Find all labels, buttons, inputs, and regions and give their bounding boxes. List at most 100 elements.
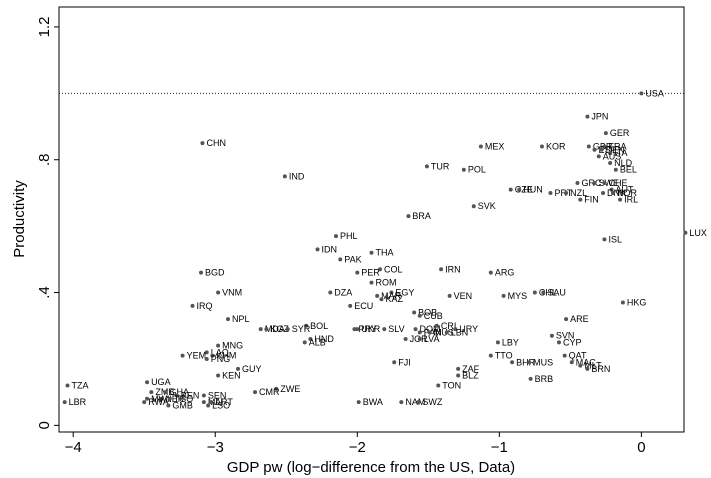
data-point (348, 303, 353, 308)
point-label: DZA (334, 288, 352, 298)
data-point (471, 204, 476, 209)
point-label: QAT (569, 351, 587, 361)
x-axis: −4 −3 −2 −1 0 (65, 432, 646, 456)
point-label: MUS (434, 327, 454, 337)
data-point (167, 396, 172, 401)
data-point (264, 327, 269, 332)
data-point (683, 230, 688, 235)
data-point (369, 280, 374, 285)
point-label: LSO (212, 400, 230, 410)
point-label: LBN (451, 327, 469, 337)
data-point (639, 91, 644, 96)
x-axis-title: GDP pw (log−difference from the US, Data… (227, 459, 515, 476)
data-point (444, 330, 449, 335)
data-point (201, 400, 206, 405)
point-label: CZE (515, 185, 533, 195)
point-label: CMR (259, 387, 280, 397)
data-point (427, 330, 432, 335)
data-point (416, 400, 421, 405)
data-point (586, 144, 591, 149)
data-point (413, 327, 418, 332)
point-label: YEM (187, 351, 207, 361)
point-label: SWE (599, 178, 620, 188)
point-label: MUS (533, 357, 553, 367)
data-point (199, 270, 204, 275)
point-label: BGD (205, 268, 225, 278)
point-label: BEL (620, 165, 637, 175)
point-label: SVK (478, 201, 496, 211)
point-label: THA (376, 248, 394, 258)
data-point (399, 400, 404, 405)
point-label: NPL (232, 314, 250, 324)
data-point (539, 144, 544, 149)
data-point (142, 400, 147, 405)
data-point (226, 317, 231, 322)
data-point (608, 161, 613, 166)
point-label: UKR (361, 324, 381, 334)
data-point (620, 300, 625, 305)
point-label: GER (610, 128, 630, 138)
x-tick-label: −2 (349, 439, 366, 456)
data-point (549, 333, 554, 338)
data-point (216, 343, 221, 348)
data-point (174, 393, 179, 398)
point-label: ROM (376, 278, 397, 288)
point-label: DEN (606, 145, 625, 155)
data-point (406, 214, 411, 219)
data-point (389, 290, 394, 295)
point-label: TZA (72, 381, 89, 391)
data-point (564, 190, 569, 195)
point-label: SLV (388, 324, 404, 334)
point-label: LBY (502, 337, 519, 347)
data-point (456, 373, 461, 378)
data-point (208, 400, 213, 405)
data-point (488, 353, 493, 358)
data-point (180, 353, 185, 358)
data-point (569, 360, 574, 365)
data-point (378, 267, 383, 272)
point-label: IRQ (197, 301, 213, 311)
point-label: LUX (689, 228, 707, 238)
data-point (235, 366, 240, 371)
point-label: BRB (535, 374, 554, 384)
data-point (206, 403, 211, 408)
data-point (436, 383, 441, 388)
point-label: MWI (151, 394, 170, 404)
y-tick-label: .8 (36, 153, 53, 166)
point-label: ARG (495, 268, 515, 278)
data-point (501, 293, 506, 298)
point-label: BOB (418, 307, 437, 317)
data-point (375, 293, 380, 298)
point-label: TON (442, 381, 461, 391)
data-point (417, 330, 422, 335)
data-point (585, 366, 590, 371)
point-label: KAZ (385, 294, 403, 304)
plot-frame (58, 6, 685, 433)
data-point (528, 376, 533, 381)
point-label: VEN (454, 291, 473, 301)
point-label: FIN (584, 195, 599, 205)
point-label: ARE (570, 314, 589, 324)
data-point (253, 390, 258, 395)
point-label: DOM (420, 324, 441, 334)
point-label: CHN (206, 138, 226, 148)
point-label: CHL (539, 288, 557, 298)
y-tick-label: .4 (36, 286, 53, 299)
point-label: BHR (516, 357, 536, 367)
data-point (166, 403, 171, 408)
point-label: GUY (242, 364, 262, 374)
point-label: HUN (523, 185, 543, 195)
data-point (145, 396, 150, 401)
point-label: URY (459, 324, 478, 334)
point-label: MNG (222, 341, 243, 351)
point-label: NAM (405, 397, 425, 407)
data-point (447, 293, 452, 298)
data-point (333, 234, 338, 239)
data-point (478, 144, 483, 149)
y-axis-title: Productivity (11, 180, 28, 258)
point-label: VNM (222, 288, 242, 298)
data-point (495, 340, 500, 345)
data-point (532, 290, 537, 295)
point-label: USA (645, 88, 664, 98)
x-tick-label: −1 (491, 439, 508, 456)
